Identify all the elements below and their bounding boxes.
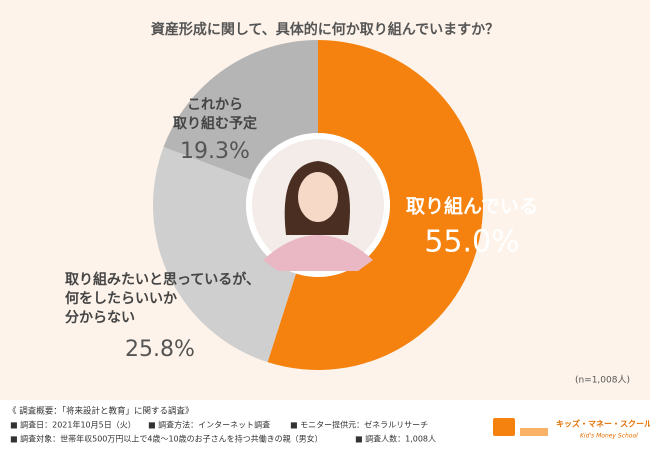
donut-slice: [163, 40, 318, 180]
value-label: 55.0%: [424, 225, 519, 260]
footer-background: [0, 400, 650, 450]
photo-body: [263, 235, 373, 271]
slice-label: 何をしたらいいか: [65, 290, 177, 307]
slice-label: これから: [187, 97, 243, 113]
photo-face: [298, 172, 338, 222]
logo-icon: [520, 428, 548, 436]
chart-title: 資産形成に関して、具体的に何か取り組んでいますか？: [151, 21, 499, 38]
logo-sub: Kid's Money School: [580, 433, 638, 440]
value-label: 25.8%: [125, 337, 195, 362]
slice-label: 分からない: [65, 310, 135, 326]
donut-slice: [153, 146, 296, 363]
slice-label: 取り組む予定: [173, 115, 257, 132]
survey-item: ■ 調査人数：1,008人: [355, 434, 436, 444]
sample-note: (n=1,008人): [575, 375, 630, 386]
logo: キッズ・マネー・スクール Kid's Money School: [493, 418, 650, 440]
slice-label: 取り組んでいる: [406, 195, 538, 218]
survey-item: ■ モニター提供元：ゼネラルリサーチ: [290, 420, 428, 430]
slice-label: 取り組みたいと思っているが、: [65, 271, 260, 288]
value-label: 19.3%: [180, 139, 250, 164]
logo-icon: [493, 418, 515, 436]
survey-item: ■ 調査対象：世帯年収500万円以上で4歳〜10歳のお子さんを持つ共働きの親（男…: [10, 434, 323, 444]
survey-heading: 《 調査概要：「将来設計と教育」に関する調査》: [8, 406, 193, 417]
donut-slice: [267, 40, 484, 370]
survey-item: ■ 調査方法：インターネット調査: [148, 420, 270, 430]
survey-item: ■ 調査日：2021年10月5日（火）: [10, 420, 136, 430]
logo-name: キッズ・マネー・スクール: [556, 419, 650, 429]
